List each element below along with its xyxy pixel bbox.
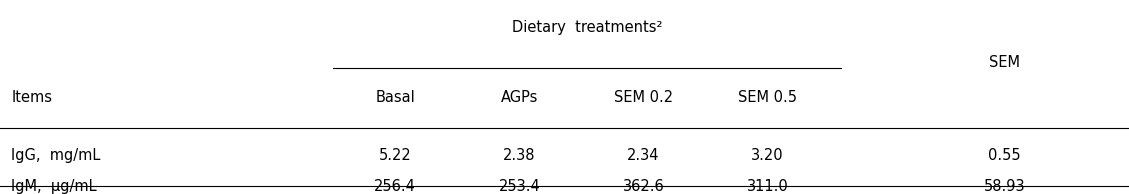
Text: SEM: SEM [989,55,1021,70]
Text: 0.55: 0.55 [989,148,1021,163]
Text: SEM 0.2: SEM 0.2 [614,89,673,105]
Text: 58.93: 58.93 [984,179,1025,194]
Text: SEM 0.5: SEM 0.5 [738,89,797,105]
Text: Dietary  treatments²: Dietary treatments² [511,20,663,35]
Text: 3.20: 3.20 [752,148,784,163]
Text: 5.22: 5.22 [378,148,412,163]
Text: IgM,  μg/mL: IgM, μg/mL [11,179,97,194]
Text: Basal: Basal [375,89,415,105]
Text: Items: Items [11,89,52,105]
Text: 256.4: 256.4 [374,179,417,194]
Text: AGPs: AGPs [500,89,539,105]
Text: 362.6: 362.6 [623,179,664,194]
Text: 253.4: 253.4 [499,179,540,194]
Text: IgG,  mg/mL: IgG, mg/mL [11,148,100,163]
Text: 2.38: 2.38 [504,148,535,163]
Text: 311.0: 311.0 [747,179,788,194]
Text: 2.34: 2.34 [628,148,659,163]
